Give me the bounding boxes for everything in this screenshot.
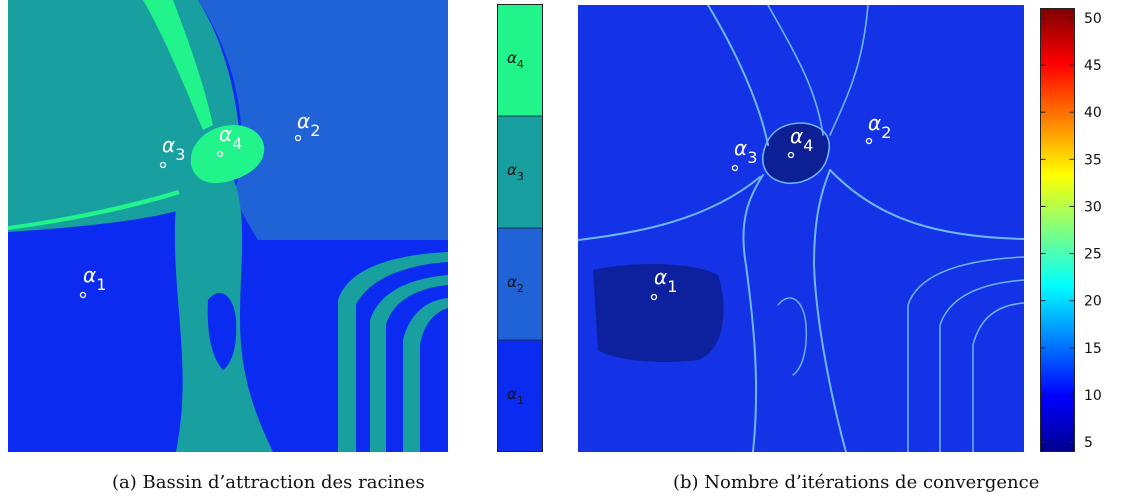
- basin-alpha4-bulb: [190, 125, 265, 184]
- iter-boundary-top-streak-2: [767, 5, 824, 136]
- basin-alpha3-filaments-right: [338, 252, 448, 452]
- iter-inner-curve: [777, 297, 808, 376]
- iter-background: [578, 5, 1024, 452]
- basin-legend: α1 α2 α3 α4: [497, 4, 543, 452]
- iter-boundary-vertical-left: [742, 174, 764, 452]
- colorbar-tick-label: 40: [1084, 105, 1102, 121]
- caption-basin: (a) Bassin d’attraction des racines: [112, 472, 425, 493]
- legend-swatch-3: [497, 116, 543, 228]
- iter-root-alpha3-label: α3: [734, 136, 757, 167]
- colorbar-tick-label: 20: [1084, 294, 1102, 310]
- iteration-count-plot: α1 α2 α3 α4: [578, 5, 1024, 452]
- colorbar-tick-label: 25: [1084, 247, 1102, 263]
- basin-alpha2-region: [198, 0, 448, 240]
- root-alpha3-label: α3: [162, 133, 185, 164]
- colorbar-tick-label: 30: [1084, 199, 1102, 215]
- iter-dark-center: [762, 123, 830, 184]
- legend-swatch-4: [497, 4, 543, 116]
- legend-swatch-1: [497, 340, 543, 452]
- root-alpha2-marker: [294, 134, 302, 142]
- colorbar-tick-label: 45: [1084, 58, 1102, 74]
- colorbar-tick-label: 10: [1084, 388, 1102, 404]
- iter-root-alpha2-marker: [865, 137, 873, 145]
- caption-iterations: (b) Nombre d’itérations de convergence: [673, 472, 1040, 493]
- iter-filament-right-2: [939, 279, 1024, 452]
- iter-root-alpha4-marker: [787, 151, 795, 159]
- basin-of-attraction-plot: [8, 0, 448, 452]
- colorbar-tick-label: 15: [1084, 341, 1102, 357]
- root-alpha2-label: α2: [297, 109, 320, 140]
- basin-root-markers: α1 α2 α3 α4: [79, 109, 320, 299]
- basin-alpha4-streak-left: [8, 190, 180, 230]
- legend-label-1: α1: [507, 385, 524, 407]
- iter-filament-right-1: [907, 256, 1024, 452]
- legend-swatch-2: [497, 228, 543, 340]
- iter-root-alpha2-label: α2: [868, 111, 891, 142]
- root-alpha4-marker: [216, 150, 224, 158]
- colorbar-tick-label: 50: [1084, 11, 1102, 27]
- legend-label-2: α2: [507, 273, 524, 295]
- root-alpha1-marker: [79, 291, 87, 299]
- basin-alpha4-streak: [143, 0, 213, 130]
- iter-root-alpha3-marker: [731, 164, 739, 172]
- root-alpha3-marker: [159, 161, 167, 169]
- iter-filament-right-3: [972, 302, 1024, 452]
- root-alpha4-label: α4: [219, 122, 242, 153]
- colorbar-tick-label: 35: [1084, 152, 1102, 168]
- colorbar-tick-label: 5: [1084, 435, 1093, 451]
- iter-boundary-horizontal-right: [829, 169, 1024, 240]
- legend-label-4: α4: [507, 49, 524, 71]
- iter-boundary-horizontal-left: [578, 176, 761, 241]
- iteration-colorbar: 5 10 15 20 25 30 35 40 45 50: [1040, 8, 1102, 452]
- iter-bulb-outline: [762, 122, 830, 184]
- iter-boundary-top-streak: [707, 5, 769, 146]
- legend-label-3: α3: [507, 161, 524, 183]
- colorbar-gradient: [1040, 8, 1075, 452]
- iter-boundary-vertical-right: [812, 169, 847, 452]
- iter-boundary-top-right-curve: [829, 5, 869, 136]
- root-alpha1-label: α1: [83, 263, 106, 294]
- iter-dark-left: [593, 263, 724, 362]
- iter-root-alpha4-label: α4: [790, 124, 813, 155]
- iter-root-alpha1-marker: [650, 293, 658, 301]
- iter-root-alpha1-label: α1: [654, 265, 677, 296]
- basin-central-inner: [207, 292, 237, 370]
